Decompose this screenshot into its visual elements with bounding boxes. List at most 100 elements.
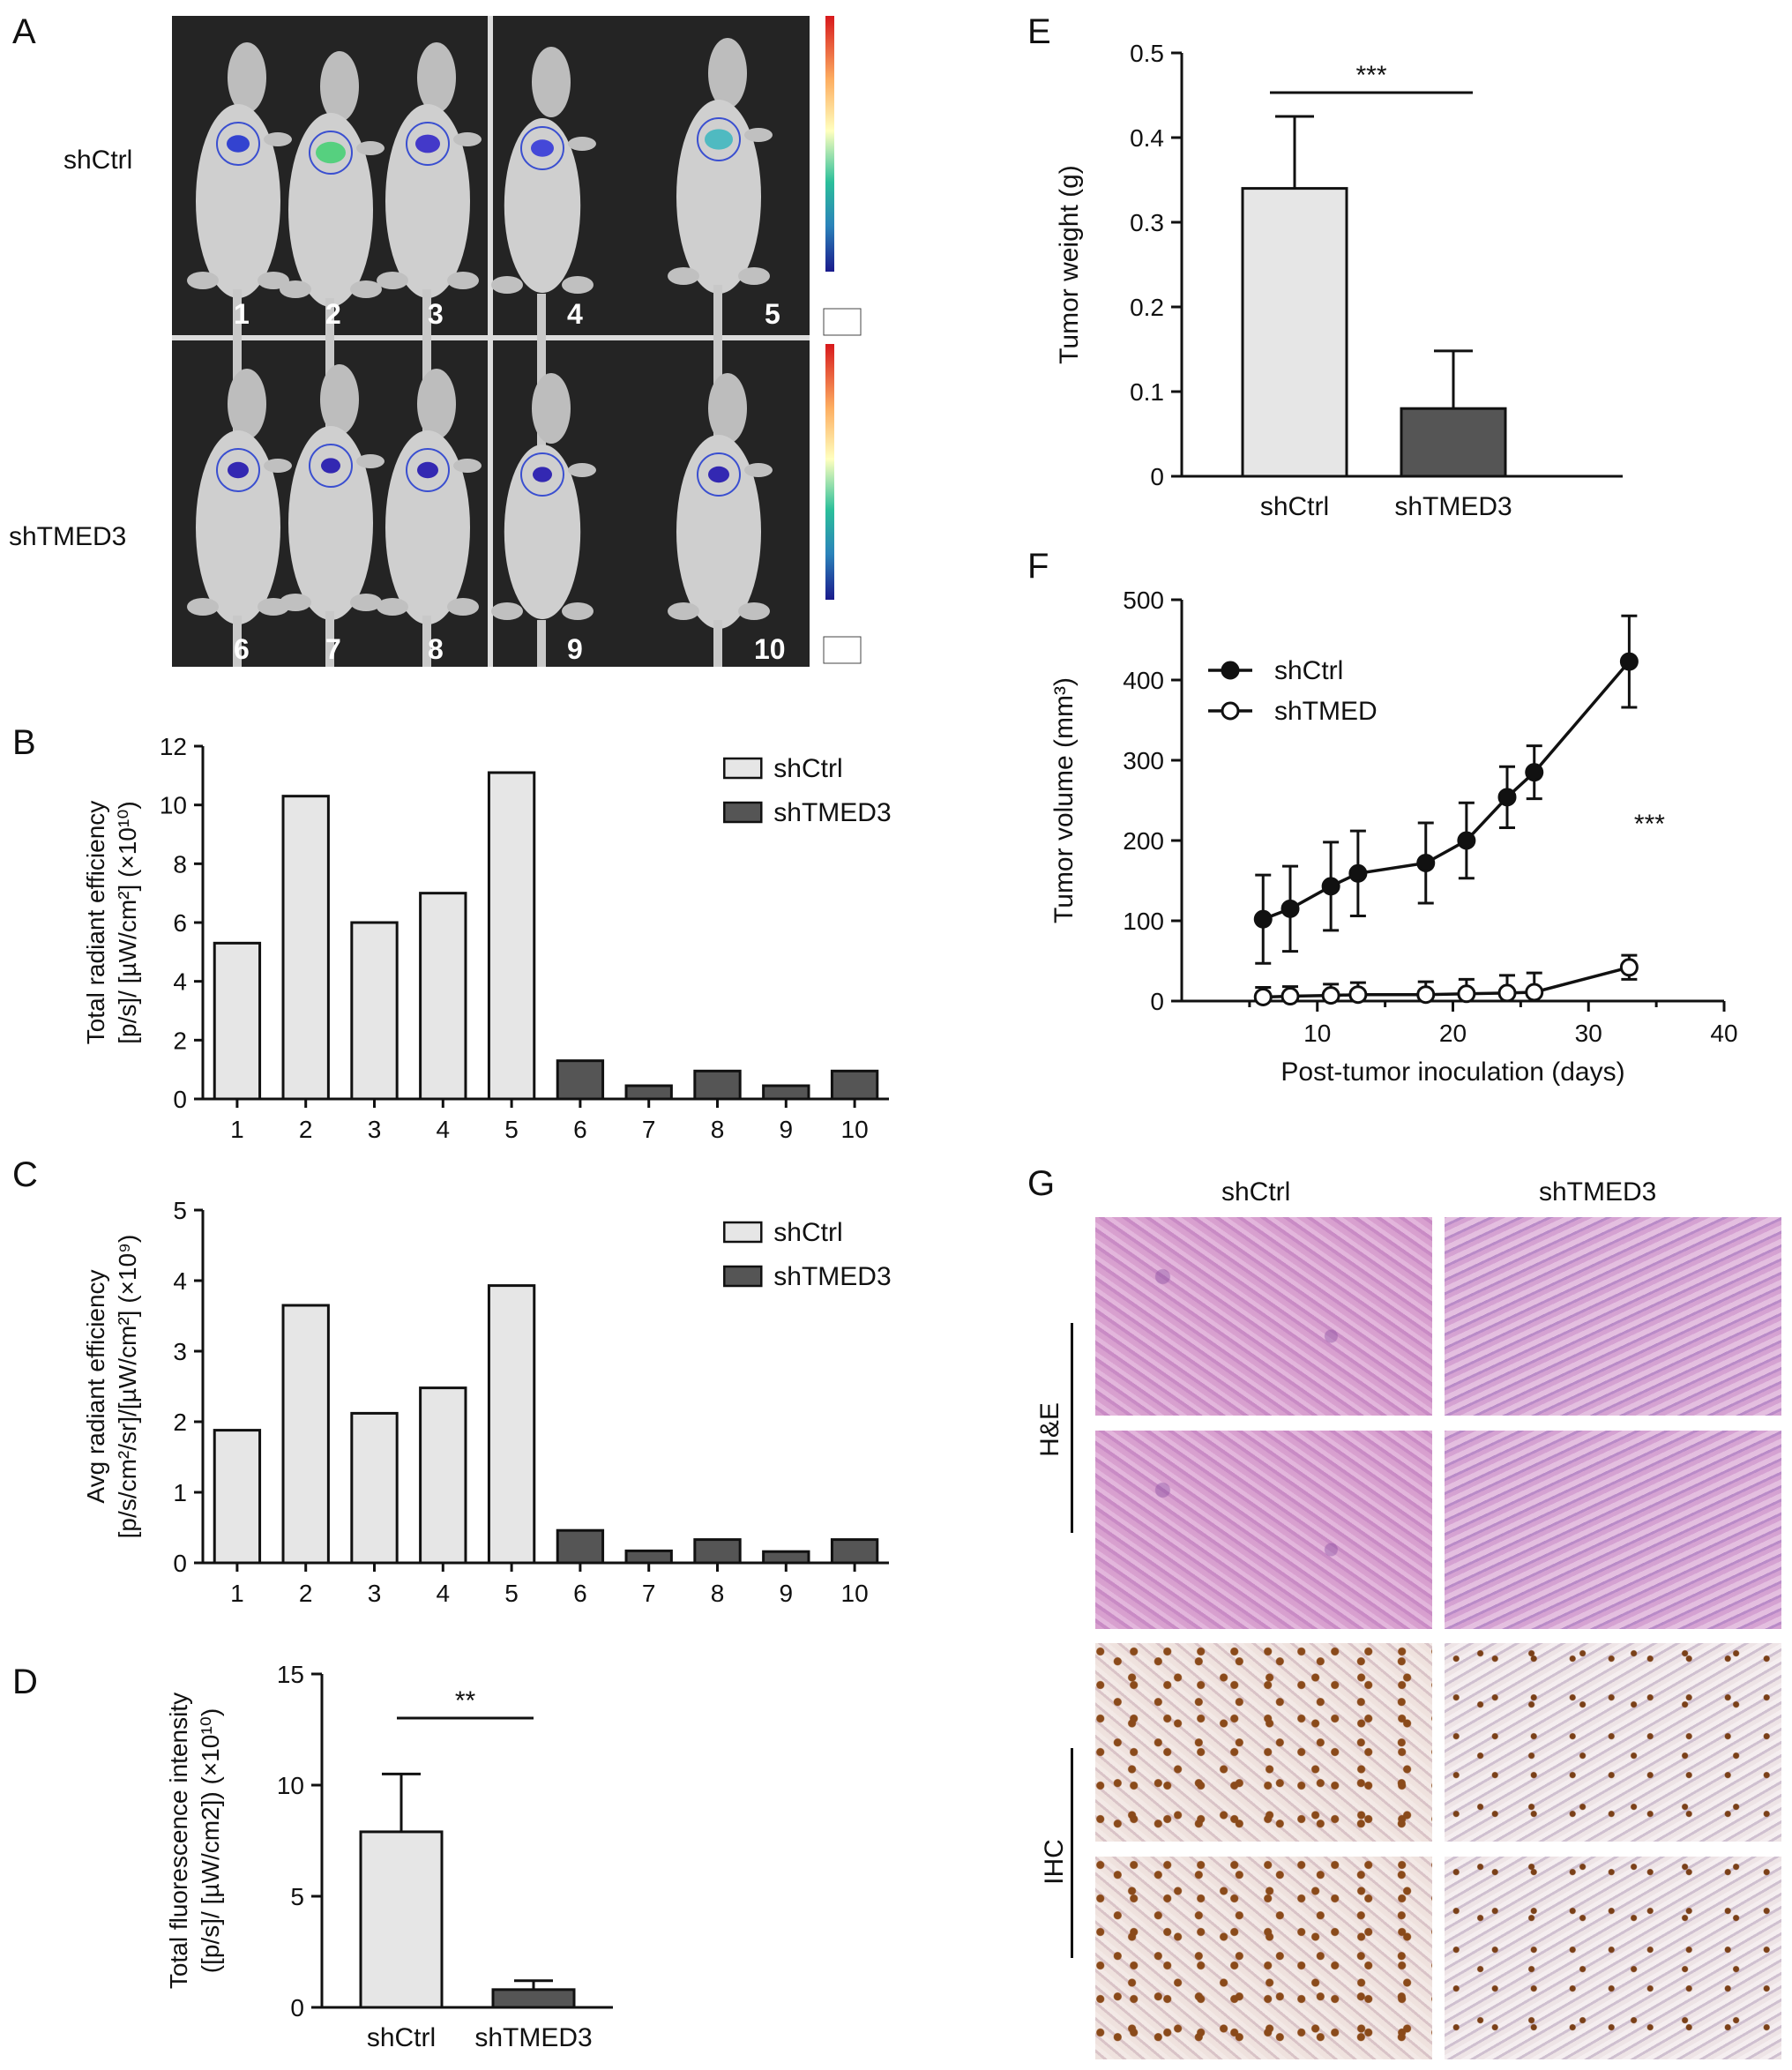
bar: [350, 1411, 399, 1565]
panel-g-col-label-shctrl: shCtrl: [1221, 1177, 1291, 1207]
x-tick-label: 8: [711, 1116, 725, 1143]
bar: [213, 941, 262, 1101]
bar: [830, 1538, 879, 1565]
x-tick-label: 4: [437, 1580, 451, 1607]
ihc-image-shctrl-1: [1095, 1643, 1432, 1842]
x-tick-label: shCtrl: [367, 2023, 436, 2052]
x-tick-label: 2: [299, 1580, 313, 1607]
panel-a-row-label-shctrl: shCtrl: [63, 146, 133, 175]
bar: [556, 1528, 605, 1565]
chart-d: 0 5 10 15 shCtrl shTMED3 ** Total fluorescence …: [165, 1661, 613, 2052]
data-point: [1525, 983, 1544, 1002]
y-tick-label: 2: [173, 1027, 187, 1054]
data-point: [1457, 831, 1476, 850]
x-tick-label: shTMED3: [1394, 492, 1512, 521]
bar: [762, 1550, 810, 1565]
he-image-shtmed3-2: [1445, 1431, 1781, 1629]
legend-swatch: [723, 1221, 763, 1244]
y-tick-label: 8: [173, 850, 187, 878]
data-point: [1457, 984, 1476, 1004]
x-tick-label: shCtrl: [1260, 492, 1329, 521]
x-tick-label: 4: [437, 1116, 451, 1143]
bar: [830, 1069, 879, 1101]
x-tick-label: 7: [642, 1580, 656, 1607]
y-axis-label-line1: Avg radiant efficiency: [82, 1269, 109, 1503]
x-tick-label: 8: [711, 1580, 725, 1607]
y-tick-label: 12: [160, 733, 187, 760]
data-point: [1525, 763, 1544, 782]
mouse-7: [280, 364, 385, 667]
significance-marker: ***: [1355, 61, 1386, 90]
data-point: [1416, 985, 1436, 1005]
x-tick-label: 6: [573, 1116, 587, 1143]
data-point: [1497, 788, 1517, 807]
bar: [1241, 187, 1348, 478]
y-tick-label: 0: [1150, 988, 1164, 1015]
mouse-number-4: 4: [567, 298, 583, 330]
bioluminescence-imaging-panel: 1 2 3 4 5 6 7 8 9 10: [172, 16, 810, 667]
x-tick-label: 10: [1303, 1020, 1331, 1047]
y-tick-label: 400: [1123, 667, 1164, 694]
bar: [281, 1304, 330, 1565]
bar: [491, 1988, 576, 2009]
data-point: [1619, 958, 1639, 977]
bar: [350, 921, 399, 1101]
panel-letter-c: C: [12, 1155, 38, 1194]
he-image-shctrl-1: [1095, 1217, 1432, 1416]
color-scale-top: [825, 16, 834, 272]
series-line: [1263, 966, 1630, 999]
mouse-number-8: 8: [428, 633, 444, 665]
x-tick-label: 3: [368, 1116, 382, 1143]
y-tick-label: 10: [277, 1772, 304, 1799]
mouse-number-3: 3: [428, 298, 444, 330]
legend-swatch: [723, 801, 763, 824]
data-point: [1253, 987, 1273, 1006]
bar: [556, 1059, 605, 1101]
bar: [213, 1429, 262, 1565]
x-tick-label: 3: [368, 1580, 382, 1607]
bar: [1400, 407, 1507, 478]
y-tick-label: 2: [173, 1409, 187, 1436]
legend-label: shTMED3: [773, 1262, 891, 1291]
ihc-image-shtmed3-1: [1445, 1643, 1781, 1842]
chart-e: 0 0.1 0.2 0.3 0.4 0.5 shCtrl shTMED3 *** Tumor we…: [1055, 40, 1623, 521]
y-axis-label-line2: [p/s]/ [µW/cm²] (×10¹⁰): [114, 801, 141, 1044]
mouse-number-5: 5: [765, 298, 780, 330]
y-tick-label: 0.3: [1130, 209, 1164, 236]
data-point: [1348, 985, 1368, 1005]
mouse-number-6: 6: [234, 633, 250, 665]
significance-marker: **: [455, 1686, 476, 1715]
bar: [487, 1284, 536, 1565]
color-scale-bars: [823, 16, 862, 664]
bar: [419, 892, 467, 1101]
y-tick-label: 300: [1123, 747, 1164, 774]
x-tick-label: 40: [1710, 1020, 1737, 1047]
chart-c: 0 1 2 3 4 5 1 2 3 4 5 6 7 8 9 10 shCtrl shTMED3 Avg radian…: [82, 1197, 892, 1607]
he-image-shtmed3-1: [1445, 1217, 1781, 1416]
mouse-number-9: 9: [567, 633, 583, 665]
bar: [624, 1549, 673, 1565]
legend-swatch: [723, 757, 763, 780]
x-tick-label: 30: [1575, 1020, 1602, 1047]
data-point: [1619, 652, 1639, 671]
mouse-9: [491, 373, 596, 667]
y-tick-label: 0.4: [1130, 124, 1164, 152]
legend-label: shCtrl: [773, 754, 842, 783]
y-tick-label: 0: [173, 1086, 187, 1113]
y-tick-label: 100: [1123, 908, 1164, 935]
panel-letter-g: G: [1027, 1164, 1056, 1203]
y-axis-label-line1: Total fluorescence intensity: [165, 1693, 192, 1989]
ihc-image-shctrl-2: [1095, 1857, 1432, 2059]
ihc-label-wrap: IHC: [1034, 1839, 1069, 1885]
mouse-6: [187, 369, 292, 667]
he-label-wrap: H&E: [1034, 1402, 1069, 1457]
legend-label: shCtrl: [1274, 656, 1343, 685]
panel-letter-f: F: [1027, 547, 1049, 586]
x-tick-label: 5: [504, 1580, 519, 1607]
ihc-bracket: [1071, 1748, 1073, 1958]
chart-f: 0 100 200 300 400 500 10 20 30 40 shCtrl shTMED *** P…: [1049, 587, 1738, 1087]
bar: [419, 1386, 467, 1565]
x-tick-label: 9: [780, 1580, 794, 1607]
panel-g-row-label-ihc: IHC: [1039, 1839, 1069, 1885]
bar: [487, 771, 536, 1101]
